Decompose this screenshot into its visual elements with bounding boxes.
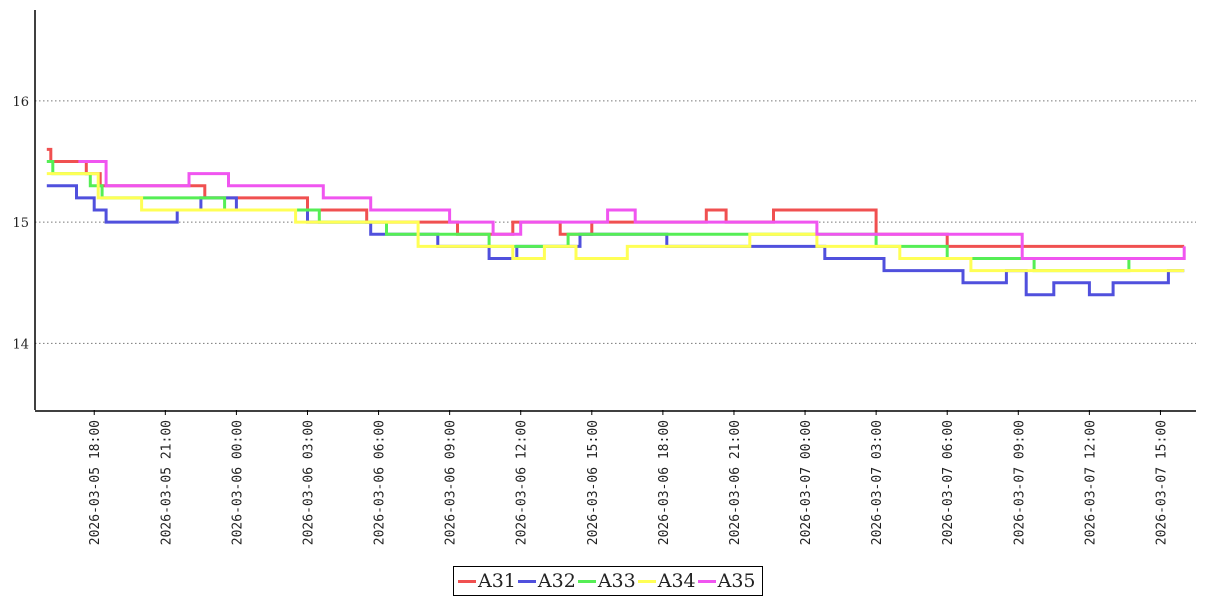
legend-swatch bbox=[637, 579, 656, 583]
series-line-a34 bbox=[46, 172, 1185, 273]
x-tick-label: 2026-03-06 12:00 bbox=[515, 420, 530, 545]
x-tick-label: 2026-03-06 15:00 bbox=[586, 420, 601, 545]
x-tick-label: 2026-03-06 21:00 bbox=[728, 420, 743, 545]
legend-label: A35 bbox=[717, 570, 756, 592]
x-tick-label: 2026-03-05 21:00 bbox=[159, 420, 174, 545]
y-tick-label: 14 bbox=[12, 337, 29, 352]
x-tick-labels: 2026-03-05 18:00 2026-03-05 21:00 2026-03-… bbox=[88, 410, 1169, 545]
x-tick-label: 2026-03-06 09:00 bbox=[444, 420, 459, 545]
series-layer bbox=[46, 147, 1186, 297]
x-tick-label: 2026-03-07 12:00 bbox=[1083, 420, 1098, 545]
legend-swatch bbox=[458, 579, 476, 583]
x-tick-label: 2026-03-06 06:00 bbox=[373, 420, 388, 545]
y-tick-label: 16 bbox=[12, 95, 29, 110]
legend-label: A31 bbox=[478, 570, 516, 592]
x-tick-label: 2026-03-06 00:00 bbox=[230, 420, 245, 545]
x-tick-label: 2026-03-07 03:00 bbox=[870, 420, 885, 545]
legend-item-a33: A33 bbox=[577, 570, 636, 592]
x-tick-label: 2026-03-07 09:00 bbox=[1012, 420, 1027, 545]
series-line-a35 bbox=[78, 160, 1186, 260]
legend-item-a34: A34 bbox=[637, 570, 696, 592]
y-tick-labels: 14 15 16 bbox=[12, 95, 29, 352]
x-tick-label: 2026-03-06 03:00 bbox=[301, 420, 316, 545]
legend-swatch bbox=[517, 579, 536, 583]
series-line-a31 bbox=[46, 147, 1185, 248]
legend-label: A34 bbox=[657, 570, 696, 592]
x-tick-label: 2026-03-05 18:00 bbox=[88, 420, 103, 545]
x-tick-label: 2026-03-07 06:00 bbox=[941, 420, 956, 545]
legend-item-a35: A35 bbox=[697, 570, 756, 592]
x-tick-label: 2026-03-06 18:00 bbox=[657, 420, 672, 545]
legend-label: A32 bbox=[537, 570, 576, 592]
legend-swatch bbox=[697, 579, 716, 583]
y-tick-label: 15 bbox=[12, 216, 29, 231]
legend-swatch bbox=[577, 579, 596, 583]
legend-label: A33 bbox=[597, 570, 636, 592]
x-tick-label: 2026-03-07 15:00 bbox=[1154, 420, 1169, 545]
series-line-a32 bbox=[46, 184, 1185, 297]
x-tick-label: 2026-03-07 00:00 bbox=[799, 420, 814, 545]
legend-item-a31: A31 bbox=[458, 570, 516, 592]
legend-item-a32: A32 bbox=[517, 570, 576, 592]
series-line-a33 bbox=[46, 160, 1185, 273]
chart-legend: A31 A32 A33 A34 A35 bbox=[453, 566, 763, 596]
